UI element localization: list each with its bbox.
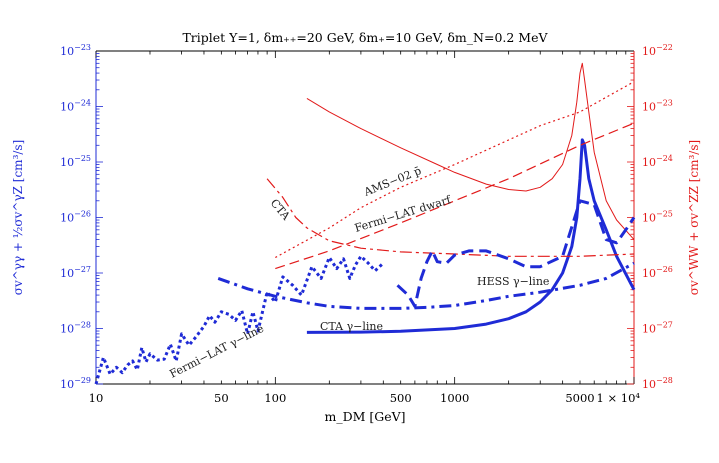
y-left-tick-label: 10−28 [60,321,91,336]
x-tick-label: 500 [390,391,412,405]
y-left-tick-label: 10−26 [60,210,91,225]
y-left-tick-label: 10−25 [60,154,91,169]
y-right-axis-label: σv^WW + σv^ZZ [cm³/s] [687,140,701,295]
x-axis-label: m_DM [GeV] [324,409,405,424]
y-right-tick-label: 10−26 [642,265,673,280]
label-fermi-dwarf: Fermi−LAT dwarf [353,193,453,235]
x-tick-label: 50 [214,391,229,405]
label-hess-line: HESS γ−line [477,275,549,288]
label-ams02: AMS−02 p̄ [361,164,423,199]
label-cta-line: CTA γ−line [320,320,383,333]
y-right-tick-label: 10−24 [642,154,673,169]
x-tick-label: 10 [89,391,104,405]
y-left-tick-label: 10−27 [60,265,91,280]
y-left-tick-label: 10−29 [60,376,91,391]
y-right-tick-label: 10−27 [642,321,673,336]
chart-title: Triplet Y=1, δm₊₊=20 GeV, δm₊=10 GeV, δm… [182,30,548,45]
y-right-tick-label: 10−25 [642,210,673,225]
x-tick-label: 100 [264,391,286,405]
y-left-axis-label: σv^γγ + ½σv^γZ [cm³/s] [11,140,25,296]
series-line-4 [266,178,635,257]
series-line-1 [306,62,635,240]
label-fermi-line: Fermi−LAT γ−line [167,322,265,381]
series-line-6 [217,261,635,310]
series-line-5 [94,254,385,385]
y-right-tick-label: 10−23 [642,99,673,114]
series-line-7 [396,199,636,308]
label-cta: CTA [268,197,293,224]
x-tick-label: 5000 [565,391,594,405]
y-left-tick-label: 10−23 [60,43,91,58]
x-tick-label: 1 × 10⁴ [596,391,640,405]
series-line-3 [275,122,635,270]
y-right-tick-label: 10−22 [642,43,673,58]
series-line-0 [306,138,636,334]
y-right-tick-label: 10−28 [642,376,673,391]
x-tick-label: 1000 [440,391,469,405]
y-left-tick-label: 10−24 [60,99,91,114]
